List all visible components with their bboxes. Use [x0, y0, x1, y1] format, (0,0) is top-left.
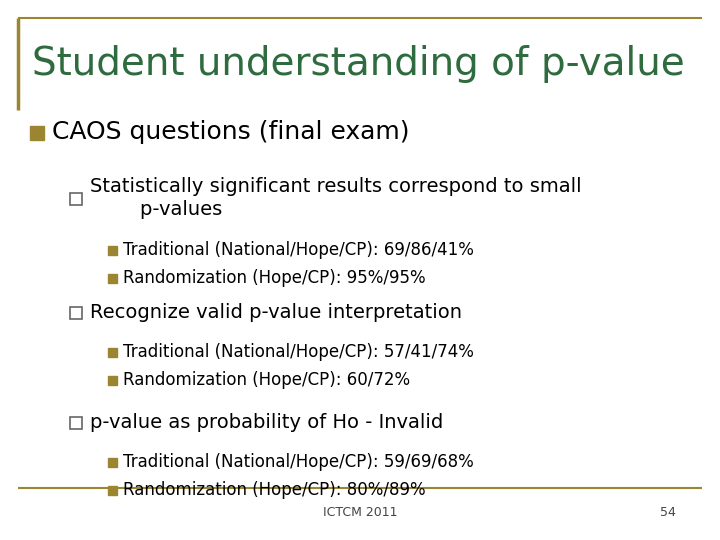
- Bar: [108, 348, 117, 357]
- Bar: [108, 246, 117, 255]
- Bar: [70, 193, 82, 205]
- Text: Traditional (National/Hope/CP): 69/86/41%: Traditional (National/Hope/CP): 69/86/41…: [123, 241, 474, 259]
- Text: Recognize valid p-value interpretation: Recognize valid p-value interpretation: [90, 302, 462, 321]
- Text: Randomization (Hope/CP): 60/72%: Randomization (Hope/CP): 60/72%: [123, 371, 410, 389]
- Text: Statistically significant results correspond to small
        p-values: Statistically significant results corres…: [90, 177, 582, 219]
- Text: CAOS questions (final exam): CAOS questions (final exam): [52, 120, 410, 144]
- Bar: [70, 417, 82, 429]
- Text: p-value as probability of Ho - Invalid: p-value as probability of Ho - Invalid: [90, 413, 444, 431]
- Text: Traditional (National/Hope/CP): 57/41/74%: Traditional (National/Hope/CP): 57/41/74…: [123, 343, 474, 361]
- Text: ICTCM 2011: ICTCM 2011: [323, 505, 397, 518]
- Text: 54: 54: [660, 505, 676, 518]
- Text: Randomization (Hope/CP): 80%/89%: Randomization (Hope/CP): 80%/89%: [123, 481, 426, 499]
- Bar: [30, 126, 44, 140]
- Bar: [108, 486, 117, 495]
- Bar: [108, 376, 117, 385]
- Text: Randomization (Hope/CP): 95%/95%: Randomization (Hope/CP): 95%/95%: [123, 269, 426, 287]
- Bar: [70, 307, 82, 319]
- Text: Student understanding of p-value: Student understanding of p-value: [32, 45, 685, 83]
- Bar: [108, 274, 117, 283]
- Bar: [108, 458, 117, 467]
- Text: Traditional (National/Hope/CP): 59/69/68%: Traditional (National/Hope/CP): 59/69/68…: [123, 453, 474, 471]
